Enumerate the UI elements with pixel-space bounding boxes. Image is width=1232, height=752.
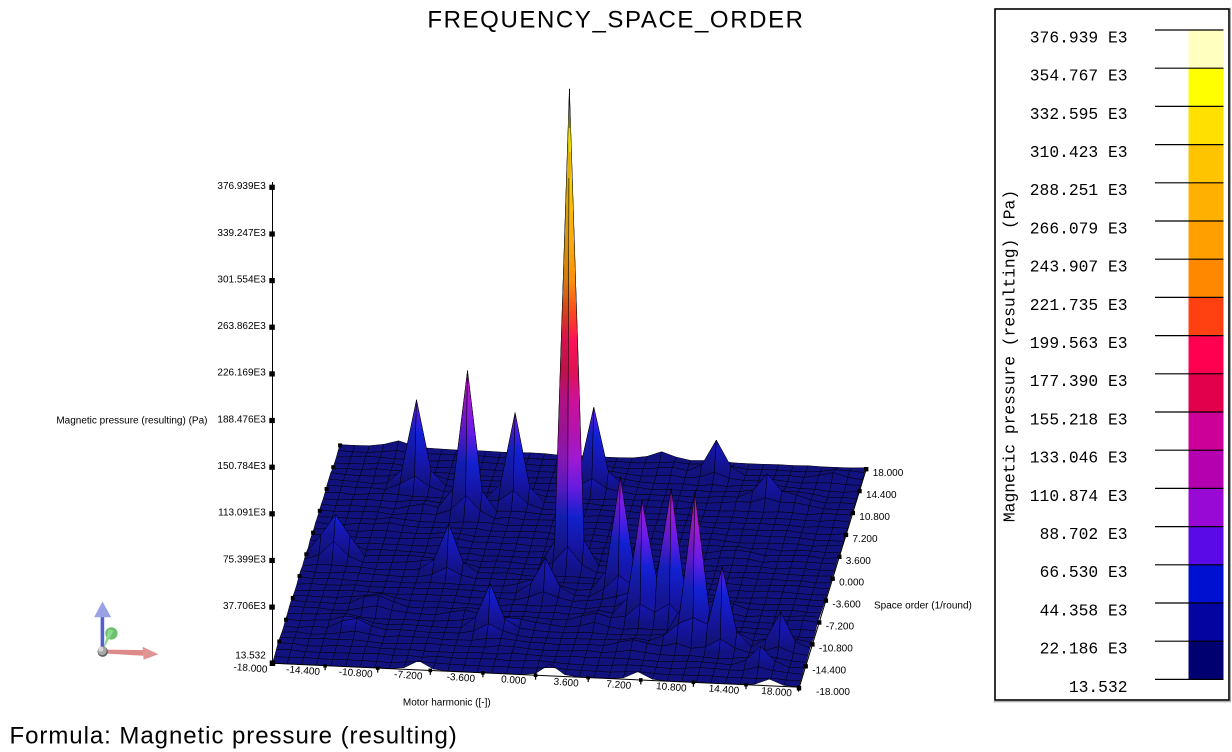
svg-text:243.907 E3: 243.907 E3 bbox=[1030, 258, 1128, 277]
svg-text:376.939 E3: 376.939 E3 bbox=[1030, 28, 1128, 47]
svg-text:-3.600: -3.600 bbox=[446, 672, 476, 685]
svg-text:-10.800: -10.800 bbox=[338, 667, 373, 681]
svg-text:188.476E3: 188.476E3 bbox=[217, 414, 266, 425]
svg-text:10.800: 10.800 bbox=[656, 681, 688, 694]
svg-text:310.423 E3: 310.423 E3 bbox=[1030, 143, 1128, 162]
svg-text:44.358 E3: 44.358 E3 bbox=[1040, 601, 1128, 620]
svg-text:7.200: 7.200 bbox=[606, 679, 632, 692]
svg-text:199.563 E3: 199.563 E3 bbox=[1030, 334, 1128, 353]
svg-text:7.200: 7.200 bbox=[853, 534, 878, 545]
svg-text:301.554E3: 301.554E3 bbox=[217, 274, 266, 285]
svg-text:Magnetic pressure (resulting): Magnetic pressure (resulting) (Pa) bbox=[1001, 190, 1020, 522]
svg-text:88.702 E3: 88.702 E3 bbox=[1040, 525, 1128, 544]
svg-text:-7.200: -7.200 bbox=[826, 622, 855, 633]
svg-text:3.600: 3.600 bbox=[553, 677, 579, 690]
svg-text:13.532: 13.532 bbox=[235, 651, 266, 662]
svg-text:66.530 E3: 66.530 E3 bbox=[1040, 563, 1128, 582]
svg-text:10.800: 10.800 bbox=[859, 512, 890, 523]
svg-text:155.218 E3: 155.218 E3 bbox=[1030, 410, 1128, 429]
svg-text:14.400: 14.400 bbox=[708, 684, 740, 697]
svg-text:0.000: 0.000 bbox=[501, 674, 527, 687]
svg-text:354.767 E3: 354.767 E3 bbox=[1030, 67, 1128, 86]
svg-text:Motor harmonic ([-]): Motor harmonic ([-]) bbox=[403, 698, 491, 709]
svg-text:288.251 E3: 288.251 E3 bbox=[1030, 181, 1128, 200]
svg-text:75.399E3: 75.399E3 bbox=[223, 554, 266, 565]
svg-text:-18.000: -18.000 bbox=[816, 687, 850, 698]
svg-text:Magnetic pressure (resulting): Magnetic pressure (resulting) (Pa) bbox=[56, 415, 207, 426]
svg-text:150.784E3: 150.784E3 bbox=[217, 461, 266, 472]
svg-text:13.532: 13.532 bbox=[1069, 678, 1128, 697]
svg-text:110.874 E3: 110.874 E3 bbox=[1030, 487, 1128, 506]
svg-text:14.400: 14.400 bbox=[866, 490, 897, 501]
svg-text:263.862E3: 263.862E3 bbox=[217, 321, 266, 332]
svg-text:-14.400: -14.400 bbox=[812, 665, 846, 676]
svg-text:133.046 E3: 133.046 E3 bbox=[1030, 449, 1128, 468]
svg-text:0.000: 0.000 bbox=[839, 578, 864, 589]
svg-text:-7.200: -7.200 bbox=[394, 669, 424, 682]
svg-text:-18.000: -18.000 bbox=[233, 662, 268, 676]
svg-text:37.706E3: 37.706E3 bbox=[223, 601, 266, 612]
svg-text:332.595 E3: 332.595 E3 bbox=[1030, 105, 1128, 124]
svg-text:FREQUENCY_SPACE_ORDER: FREQUENCY_SPACE_ORDER bbox=[427, 7, 804, 34]
svg-text:18.000: 18.000 bbox=[873, 468, 904, 479]
svg-text:-10.800: -10.800 bbox=[819, 643, 853, 654]
svg-text:Space order (1/round): Space order (1/round) bbox=[874, 601, 972, 612]
svg-text:376.939E3: 376.939E3 bbox=[217, 181, 266, 192]
svg-text:226.169E3: 226.169E3 bbox=[217, 368, 266, 379]
svg-text:339.247E3: 339.247E3 bbox=[217, 228, 266, 239]
svg-text:177.390 E3: 177.390 E3 bbox=[1030, 372, 1128, 391]
svg-text:-3.600: -3.600 bbox=[832, 600, 861, 611]
svg-text:22.186 E3: 22.186 E3 bbox=[1040, 640, 1128, 659]
svg-text:18.000: 18.000 bbox=[761, 686, 793, 699]
svg-text:221.735 E3: 221.735 E3 bbox=[1030, 296, 1128, 315]
svg-text:3.600: 3.600 bbox=[846, 556, 871, 567]
svg-text:-14.400: -14.400 bbox=[286, 664, 321, 678]
svg-text:266.079 E3: 266.079 E3 bbox=[1030, 219, 1128, 238]
svg-text:Formula: Magnetic pressure (re: Formula: Magnetic pressure (resulting) bbox=[10, 723, 458, 750]
svg-text:113.091E3: 113.091E3 bbox=[218, 508, 266, 519]
